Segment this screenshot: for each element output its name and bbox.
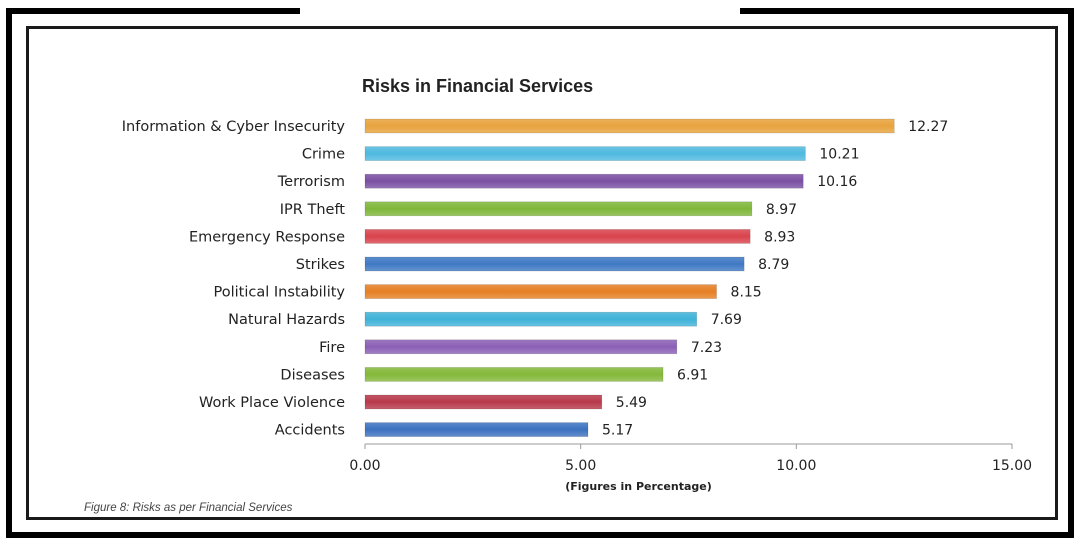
- bar-ipr-theft: [364, 201, 753, 217]
- bar-crime: [364, 146, 806, 161]
- category-label: Information & Cyber Insecurity: [122, 119, 346, 135]
- category-label: Natural Hazards: [228, 312, 345, 328]
- value-label: 7.23: [691, 340, 722, 356]
- bar-strikes: [364, 256, 745, 272]
- x-tick-label: 10.00: [776, 458, 816, 474]
- figure-caption: Figure 8: Risks as per Financial Service…: [84, 502, 293, 514]
- category-label: Diseases: [280, 367, 345, 383]
- bar-accidents: [364, 422, 589, 437]
- image-frame: [6, 8, 1074, 538]
- bar-work-place-violence: [364, 394, 603, 410]
- category-label: Political Instability: [213, 285, 345, 301]
- bar-fire: [364, 339, 678, 355]
- value-label: 5.49: [616, 395, 647, 411]
- bar-emergency-response: [364, 229, 751, 244]
- inner-border: [26, 26, 1058, 520]
- category-label: Crime: [302, 147, 345, 163]
- value-label: 8.97: [766, 202, 797, 218]
- value-label: 8.93: [764, 229, 795, 245]
- category-label: Work Place Violence: [199, 395, 345, 411]
- value-label: 5.17: [602, 423, 633, 439]
- value-label: 10.16: [817, 174, 857, 190]
- category-label: Accidents: [275, 423, 345, 439]
- category-label: IPR Theft: [280, 202, 346, 218]
- frame-gap: [300, 4, 740, 18]
- chart-title: Risks in Financial Services: [362, 76, 594, 96]
- value-label: 8.15: [731, 285, 762, 301]
- x-tick-label: 0.00: [349, 458, 380, 474]
- value-label: 8.79: [758, 257, 789, 273]
- x-tick-label: 15.00: [992, 458, 1032, 474]
- category-label: Emergency Response: [189, 229, 345, 245]
- bar-terrorism: [364, 173, 804, 189]
- bar-natural-hazards: [364, 311, 697, 327]
- category-label: Terrorism: [277, 174, 345, 190]
- x-axis-title: (Figures in Percentage): [565, 480, 712, 493]
- bar-information-cyber-insecurity: [364, 118, 895, 134]
- x-tick-label: 5.00: [565, 458, 596, 474]
- bar-political-instability: [364, 284, 717, 299]
- value-label: 6.91: [677, 367, 708, 383]
- bar-diseases: [364, 367, 664, 382]
- category-label: Fire: [319, 340, 345, 356]
- category-label: Strikes: [296, 257, 345, 273]
- value-label: 10.21: [819, 147, 859, 163]
- value-label: 7.69: [711, 312, 742, 328]
- value-label: 12.27: [908, 119, 948, 135]
